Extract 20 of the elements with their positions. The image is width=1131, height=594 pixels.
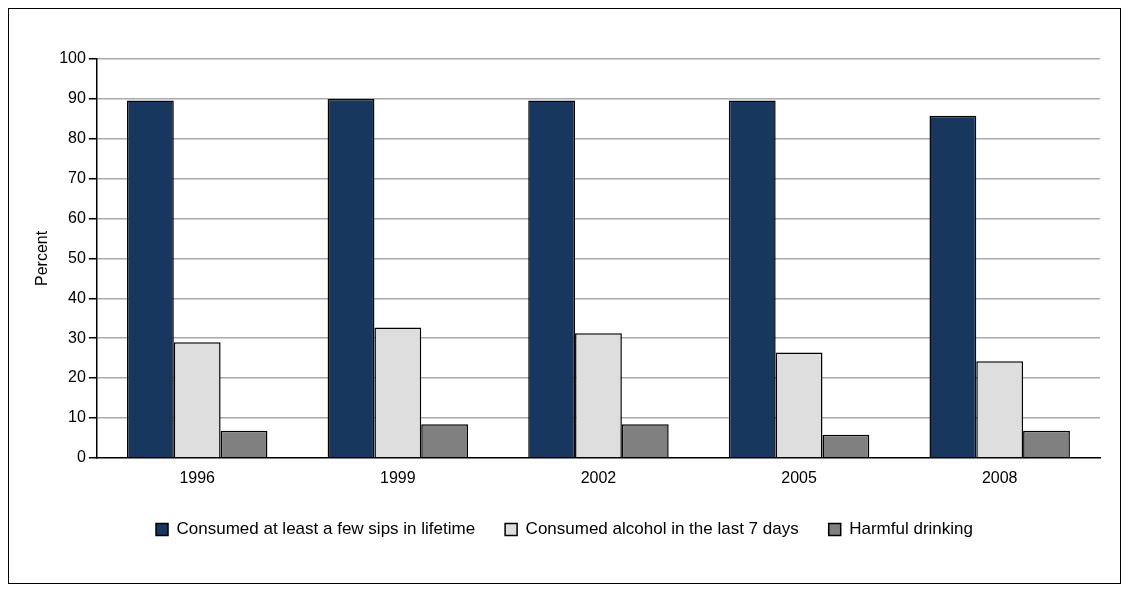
x-tick-label: 2002 xyxy=(580,468,617,486)
legend-label: Consumed at least a few sips in lifetime xyxy=(176,519,476,539)
y-tick-label: 30 xyxy=(68,328,86,346)
y-tick-label: 50 xyxy=(68,248,86,266)
y-tick-label: 70 xyxy=(68,169,86,187)
x-tick-label: 2005 xyxy=(781,468,817,486)
legend-label: Consumed alcohol in the last 7 days xyxy=(525,519,799,539)
x-tick-label: 1999 xyxy=(380,468,416,486)
y-tick-label: 10 xyxy=(68,408,86,426)
x-tick-label: 2008 xyxy=(981,468,1018,486)
y-tick-label: 100 xyxy=(59,49,86,67)
legend-label: Harmful drinking xyxy=(849,519,973,539)
y-tick-label: 0 xyxy=(76,448,86,466)
y-tick-label: 40 xyxy=(68,288,86,306)
y-axis-title: Percent xyxy=(33,230,51,286)
x-tick-label: 1996 xyxy=(179,468,216,486)
y-tick-label: 90 xyxy=(68,89,86,107)
y-tick-label: 60 xyxy=(68,208,86,226)
y-tick-label: 80 xyxy=(68,129,86,147)
y-tick-label: 20 xyxy=(68,368,86,386)
